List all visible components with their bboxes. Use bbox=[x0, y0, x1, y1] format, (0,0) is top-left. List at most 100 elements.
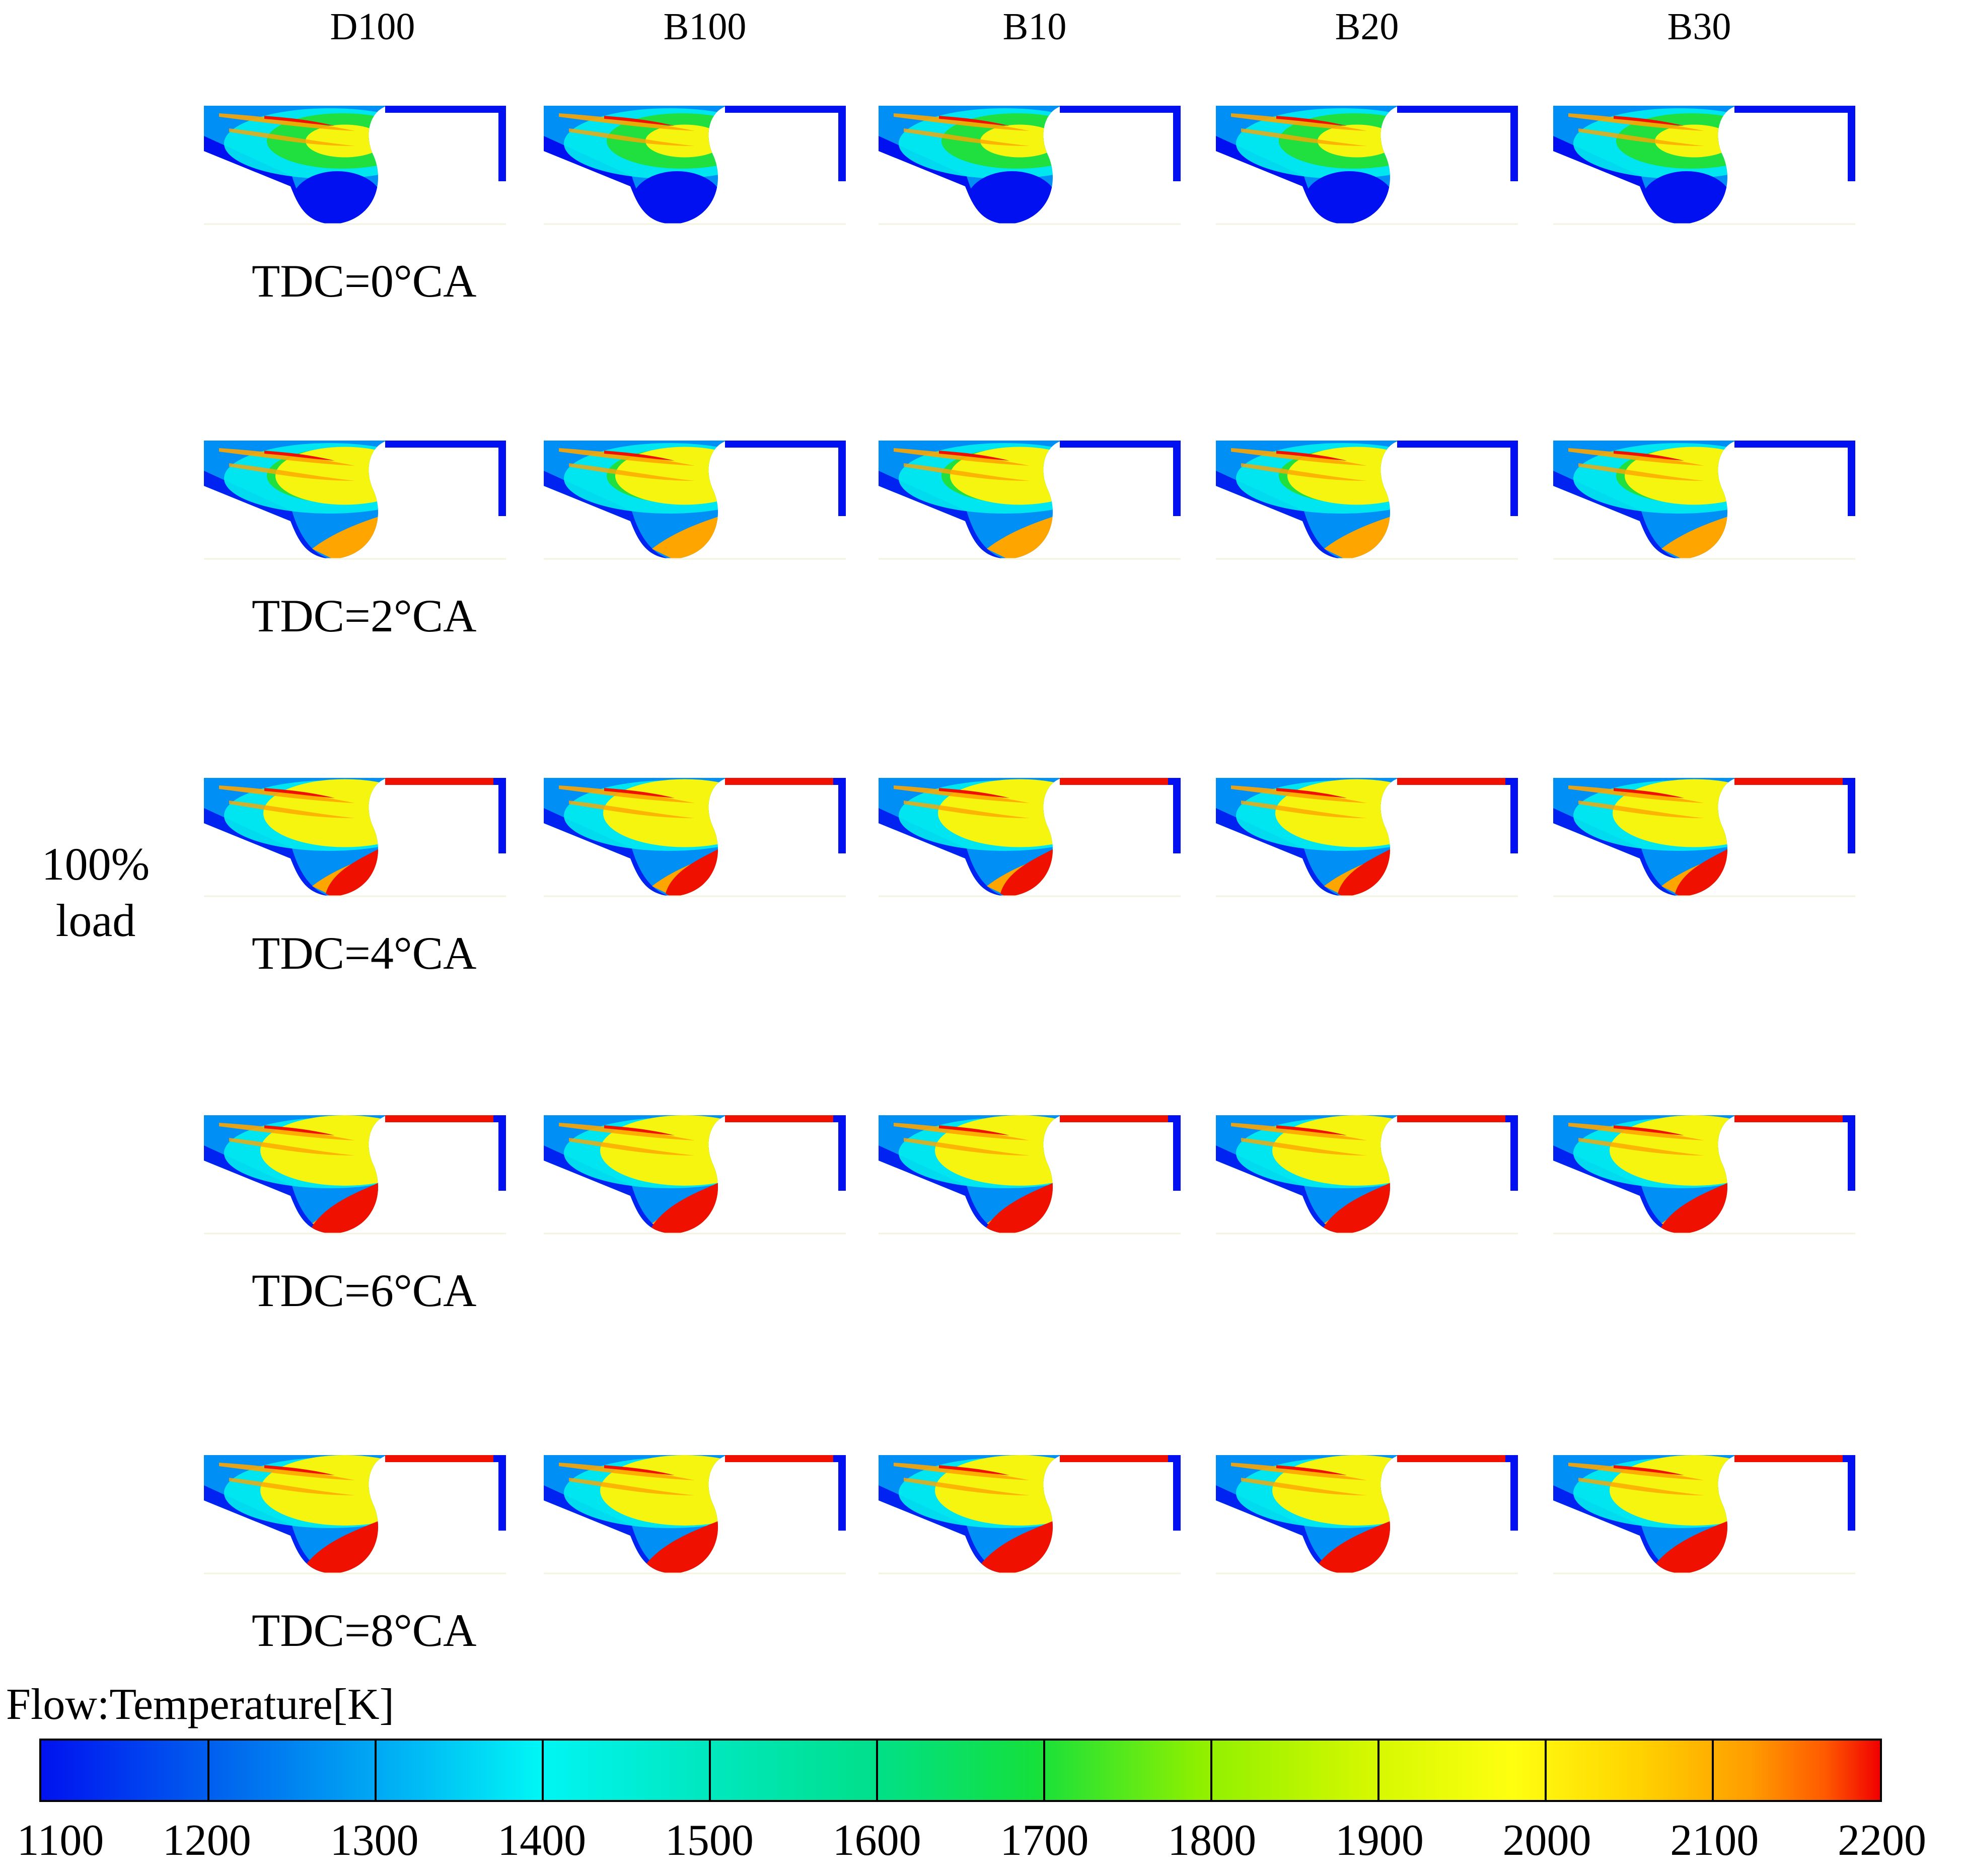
cylinder-wall bbox=[498, 1455, 506, 1531]
squish-region bbox=[725, 778, 841, 785]
contour-panel bbox=[544, 1455, 846, 1574]
squish-region bbox=[1397, 778, 1513, 785]
colorbar-tick bbox=[207, 1741, 209, 1800]
time-label: TDC=0°CA bbox=[252, 255, 477, 307]
cylinder-wall bbox=[1173, 106, 1181, 181]
colorbar-tick-label: 1700 bbox=[1000, 1816, 1089, 1865]
cylinder-wall bbox=[498, 1115, 506, 1191]
colorbar-tick-label: 2200 bbox=[1838, 1816, 1926, 1865]
contour-panel bbox=[204, 778, 506, 897]
time-label: TDC=8°CA bbox=[252, 1605, 477, 1656]
contour-panel bbox=[1553, 1115, 1855, 1235]
contour-panel bbox=[879, 106, 1181, 225]
contour-panel bbox=[1216, 106, 1518, 225]
column-title: B20 bbox=[1335, 6, 1399, 48]
temperature-colorbar bbox=[39, 1739, 1882, 1802]
squish-region bbox=[385, 1115, 501, 1122]
contour-panel bbox=[1216, 441, 1518, 560]
colorbar-tick bbox=[1043, 1741, 1045, 1800]
squish-region bbox=[385, 106, 501, 113]
cylinder-wall bbox=[1510, 1115, 1518, 1191]
colorbar-tick-label: 2000 bbox=[1502, 1816, 1591, 1865]
squish-region bbox=[1060, 441, 1176, 448]
colorbar-tick-label: 1600 bbox=[832, 1816, 921, 1865]
contour-panel bbox=[879, 441, 1181, 560]
colorbar-tick-label: 1900 bbox=[1335, 1816, 1424, 1865]
colorbar-tick bbox=[876, 1741, 878, 1800]
cylinder-wall bbox=[838, 106, 846, 181]
colorbar-tick-label: 2100 bbox=[1670, 1816, 1759, 1865]
column-title: B100 bbox=[663, 6, 747, 48]
colorbar-tick bbox=[375, 1741, 377, 1800]
squish-region bbox=[385, 778, 501, 785]
contour-panel bbox=[544, 778, 846, 897]
colorbar-tick-label: 1800 bbox=[1168, 1816, 1257, 1865]
contour-panel bbox=[1216, 778, 1518, 897]
cylinder-wall bbox=[1173, 778, 1181, 853]
colorbar-tick bbox=[1545, 1741, 1547, 1800]
column-title: B30 bbox=[1667, 6, 1731, 48]
contour-panel bbox=[544, 1115, 846, 1235]
contour-panel bbox=[204, 1115, 506, 1235]
contour-panel bbox=[879, 1455, 1181, 1574]
squish-region bbox=[1397, 106, 1513, 113]
squish-region bbox=[1060, 1115, 1176, 1122]
contour-panel bbox=[879, 778, 1181, 897]
cylinder-wall bbox=[1510, 1455, 1518, 1531]
contour-panel bbox=[1216, 1115, 1518, 1235]
colorbar-tick-label: 1300 bbox=[330, 1816, 419, 1865]
squish-region bbox=[1734, 1455, 1850, 1462]
contour-panel bbox=[1553, 441, 1855, 560]
load-label-line-2: load bbox=[55, 895, 136, 946]
cylinder-wall bbox=[498, 106, 506, 181]
contour-panel bbox=[544, 106, 846, 225]
cylinder-wall bbox=[1848, 1455, 1855, 1531]
squish-region bbox=[725, 1115, 841, 1122]
cylinder-wall bbox=[1848, 778, 1855, 853]
column-title: D100 bbox=[330, 6, 415, 48]
colorbar-tick-label: 1200 bbox=[162, 1816, 251, 1865]
cylinder-wall bbox=[1848, 441, 1855, 516]
colorbar-tick bbox=[1210, 1741, 1212, 1800]
squish-region bbox=[1060, 106, 1176, 113]
load-label: 100% load bbox=[30, 836, 161, 949]
cylinder-wall bbox=[498, 441, 506, 516]
column-title: B10 bbox=[1002, 6, 1067, 48]
contour-panel bbox=[544, 441, 846, 560]
squish-region bbox=[1060, 778, 1176, 785]
cylinder-wall bbox=[1848, 106, 1855, 181]
legend-title: Flow:Temperature[K] bbox=[6, 1680, 394, 1729]
squish-region bbox=[725, 1455, 841, 1462]
colorbar-tick-label: 1100 bbox=[17, 1816, 104, 1865]
time-label: TDC=6°CA bbox=[252, 1265, 477, 1316]
squish-region bbox=[1397, 1115, 1513, 1122]
squish-region bbox=[1734, 441, 1850, 448]
squish-region bbox=[385, 1455, 501, 1462]
cylinder-wall bbox=[1510, 778, 1518, 853]
contour-panel bbox=[204, 441, 506, 560]
cylinder-wall bbox=[838, 1115, 846, 1191]
cylinder-wall bbox=[1848, 1115, 1855, 1191]
squish-region bbox=[725, 441, 841, 448]
squish-region bbox=[1397, 441, 1513, 448]
cylinder-wall bbox=[1510, 106, 1518, 181]
colorbar-tick-label: 1500 bbox=[665, 1816, 754, 1865]
cylinder-wall bbox=[838, 778, 846, 853]
squish-region bbox=[1734, 778, 1850, 785]
squish-region bbox=[1734, 106, 1850, 113]
contour-panel bbox=[204, 1455, 506, 1574]
colorbar-tick bbox=[542, 1741, 544, 1800]
colorbar-tick bbox=[1377, 1741, 1379, 1800]
contour-panel bbox=[1553, 778, 1855, 897]
time-label: TDC=4°CA bbox=[252, 927, 477, 979]
squish-region bbox=[725, 106, 841, 113]
contour-panel bbox=[1553, 1455, 1855, 1574]
squish-region bbox=[1397, 1455, 1513, 1462]
colorbar-tick bbox=[709, 1741, 711, 1800]
cylinder-wall bbox=[1173, 1115, 1181, 1191]
colorbar-tick-label: 1400 bbox=[497, 1816, 587, 1865]
cylinder-wall bbox=[1173, 441, 1181, 516]
cylinder-wall bbox=[1510, 441, 1518, 516]
time-label: TDC=2°CA bbox=[252, 590, 477, 641]
cylinder-wall bbox=[1173, 1455, 1181, 1531]
